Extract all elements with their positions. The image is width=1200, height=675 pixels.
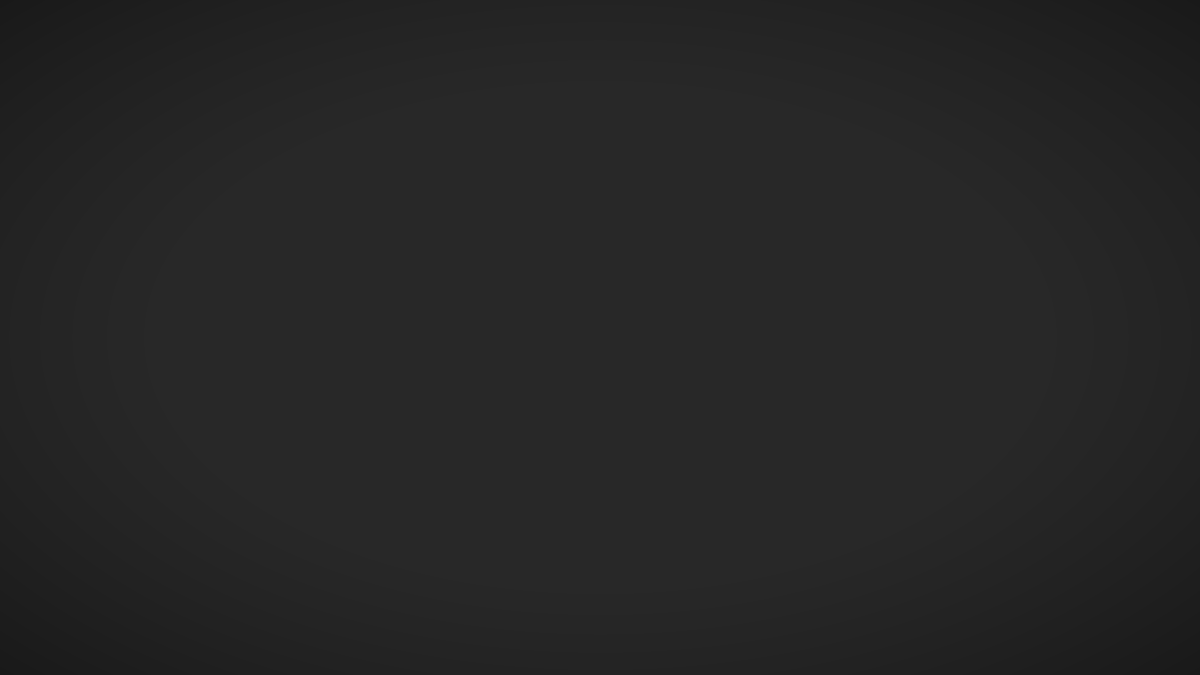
Text: 2: 2	[912, 192, 929, 220]
Text: b: b	[874, 201, 902, 244]
Text: a: a	[773, 201, 799, 244]
Text: +: +	[833, 201, 871, 244]
Text: b: b	[346, 538, 374, 576]
Text: 2: 2	[1018, 192, 1034, 220]
Text: Pythagorean Theorem Formula: Pythagorean Theorem Formula	[22, 24, 848, 69]
Text: c: c	[984, 201, 1008, 244]
Text: B: B	[126, 168, 157, 210]
Text: a: a	[89, 335, 115, 373]
Text: c: c	[396, 319, 420, 356]
Text: =: =	[935, 201, 973, 244]
Text: Tutors.com: Tutors.com	[962, 618, 1170, 651]
Text: A: A	[551, 495, 582, 537]
Text: 2: 2	[810, 192, 827, 220]
Text: C: C	[114, 495, 145, 537]
